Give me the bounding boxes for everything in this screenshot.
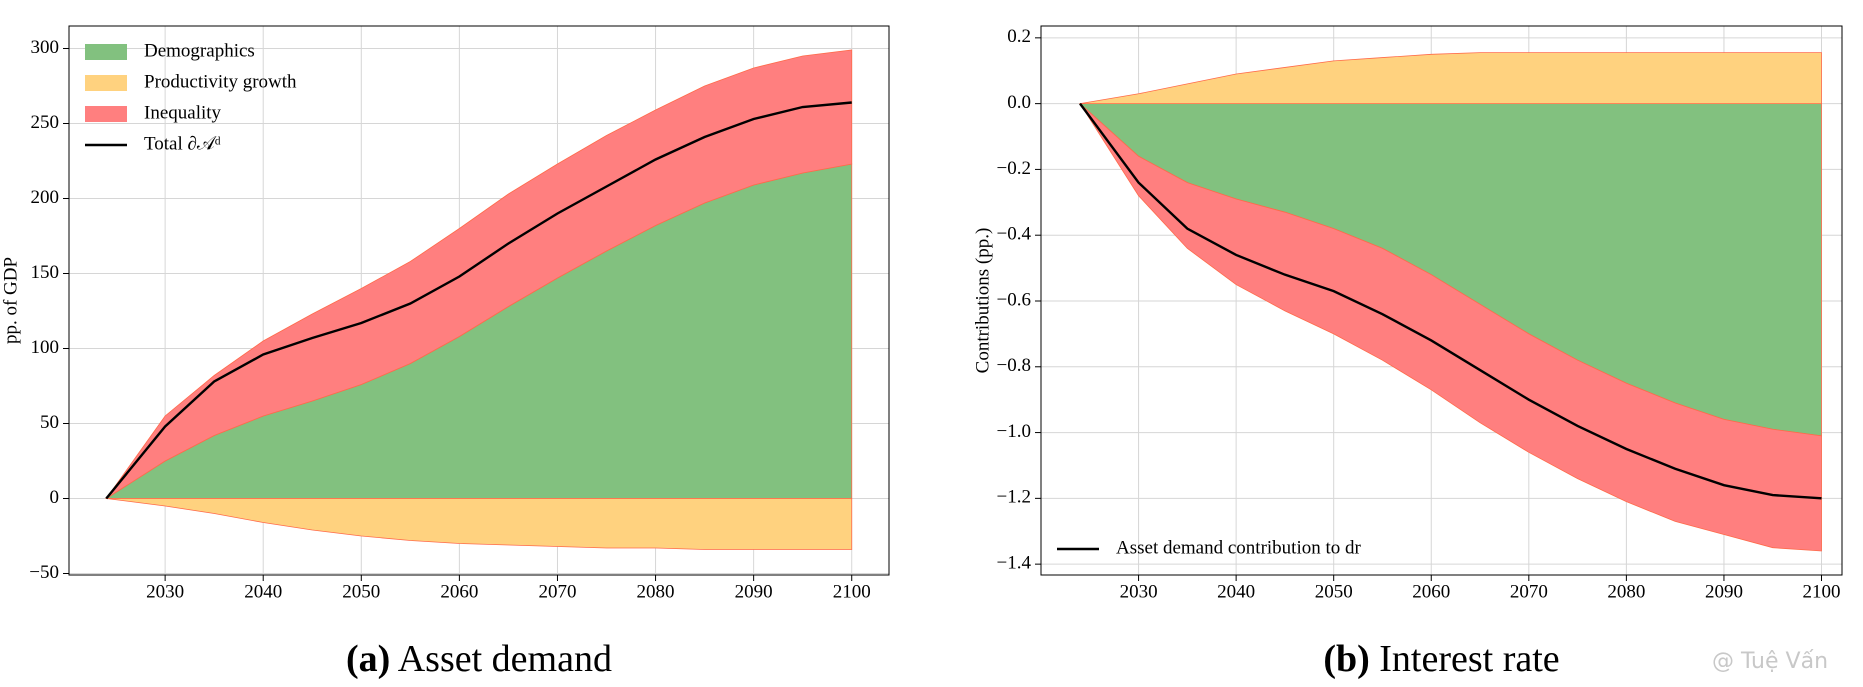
x-tick-label: 2060 (440, 581, 478, 602)
y-tick-label: −0.6 (997, 289, 1031, 310)
y-tick-label: 0.0 (1007, 92, 1031, 113)
area (105, 49, 853, 499)
y-axis-label: pp. of GDP (0, 257, 21, 344)
legend-patch (85, 106, 127, 122)
x-tick-label: 2100 (833, 581, 871, 602)
y-tick-label: −0.2 (997, 158, 1031, 179)
x-tick-label: 2070 (538, 581, 576, 602)
y-tick-label: −1.0 (997, 421, 1031, 442)
caption: (b) Interest rate (1323, 638, 1559, 680)
plot-frame (1040, 25, 1843, 576)
y-tick-label: 300 (31, 37, 60, 58)
legend-patch (85, 44, 127, 60)
caption: (a) Asset demand (346, 638, 612, 680)
y-tick-label: 200 (31, 187, 60, 208)
x-tick-label: 2030 (1120, 581, 1158, 602)
y-tick-label: 0.2 (1007, 26, 1031, 47)
line (1079, 102, 1822, 500)
x-tick-label: 2070 (1510, 581, 1548, 602)
caption-space (1370, 638, 1380, 680)
y-tick-label: −0.8 (997, 355, 1031, 376)
x-tick-label: 2040 (1217, 581, 1255, 602)
caption-text: Interest rate (1379, 638, 1559, 680)
x-tick-label: 2050 (342, 581, 380, 602)
x-tick-label: 2030 (146, 581, 184, 602)
y-tick-label: 50 (40, 412, 59, 433)
y-tick-label: −0.4 (997, 224, 1032, 245)
y-tick-label: 250 (31, 112, 60, 133)
caption-label: (b) (1323, 638, 1369, 680)
legend-patch (85, 75, 127, 91)
line (105, 101, 852, 500)
plot-frame (68, 25, 890, 576)
legend-label: Total ∂𝒜ᵈ (144, 133, 221, 154)
x-tick-label: 2050 (1315, 581, 1353, 602)
y-tick-label: −50 (29, 562, 59, 583)
area (1079, 103, 1822, 552)
area (1079, 52, 1822, 105)
y-tick-label: 150 (31, 262, 60, 283)
y-tick-label: 0 (50, 487, 60, 508)
legend-label: Asset demand contribution to dr (1116, 537, 1362, 558)
legend-label: Inequality (144, 102, 222, 123)
y-tick-label: 100 (31, 337, 60, 358)
caption-label: (a) (346, 638, 390, 680)
x-tick-label: 2060 (1412, 581, 1450, 602)
y-tick-label: −1.2 (997, 487, 1031, 508)
y-axis-label: Contributions (pp.) (972, 228, 993, 374)
x-tick-label: 2080 (637, 581, 675, 602)
x-tick-label: 2080 (1607, 581, 1645, 602)
watermark: @ Tuệ Vấn (1712, 649, 1828, 674)
area (106, 498, 853, 550)
y-tick-label: −1.4 (997, 553, 1032, 574)
x-tick-label: 2090 (1705, 581, 1743, 602)
legend-label: Productivity growth (144, 71, 297, 92)
x-tick-label: 2090 (735, 581, 773, 602)
caption-space (390, 638, 397, 680)
area (104, 163, 853, 499)
legend-label: Demographics (144, 40, 255, 61)
x-tick-label: 2100 (1803, 581, 1841, 602)
caption-text: Asset demand (398, 638, 612, 680)
x-tick-label: 2040 (244, 581, 282, 602)
